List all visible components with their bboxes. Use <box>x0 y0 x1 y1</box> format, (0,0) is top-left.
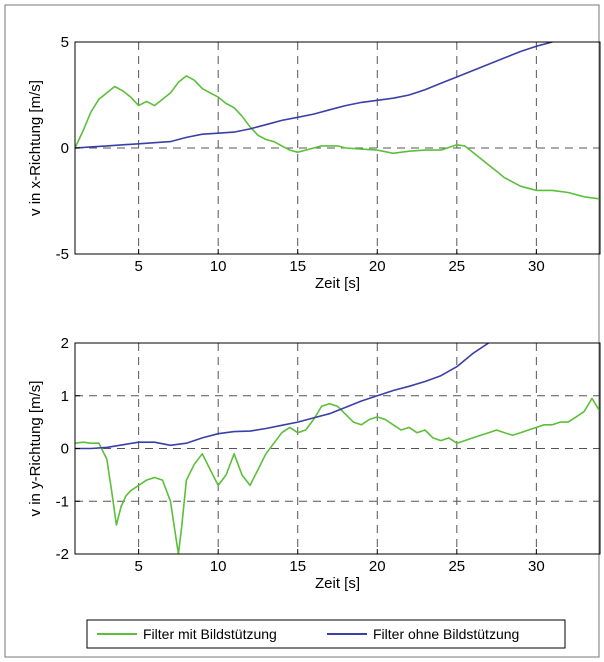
series-line-mit-bildstuetzung <box>75 397 600 554</box>
x-tick-label: 15 <box>289 558 306 575</box>
x-tick-label: 20 <box>369 258 386 275</box>
y-tick-label: 0 <box>61 140 69 157</box>
legend-label-mit-bildstuetzung: Filter mit Bildstützung <box>143 626 277 642</box>
y-tick-label: -1 <box>56 493 69 510</box>
x-tick-label: 10 <box>210 558 227 575</box>
y-axis-label: v in x-Richtung [m/s] <box>27 80 44 216</box>
x-tick-label: 5 <box>134 258 142 275</box>
x-tick-label: 25 <box>448 558 465 575</box>
y-tick-label: 5 <box>61 34 69 51</box>
y-tick-label: 0 <box>61 441 69 458</box>
x-tick-label: 10 <box>210 258 227 275</box>
series-line-mit-bildstuetzung <box>75 75 600 200</box>
plot-y-velocity: 5 10 15 20 25 30 -2 -1 0 1 2 Zeit [s] v in y-Richtun… <box>27 335 601 592</box>
figure-border <box>4 4 600 658</box>
x-tick-label: 30 <box>528 558 545 575</box>
series-line-ohne-bildstuetzung <box>75 42 553 149</box>
x-tick-label: 20 <box>369 558 386 575</box>
y-axis-label: v in y-Richtung [m/s] <box>27 381 44 517</box>
legend-box <box>86 619 566 649</box>
plot-x-velocity: 5 10 15 20 25 30 -5 0 5 Zeit [s] v in x-Richtung [… <box>27 34 601 292</box>
x-tick-label: 15 <box>289 258 306 275</box>
y-tick-label: 2 <box>61 335 69 352</box>
legend: Filter mit Bildstützung Filter ohne Bild… <box>86 619 566 649</box>
y-tick-label: -2 <box>56 546 69 563</box>
y-tick-label: -5 <box>56 246 69 263</box>
series-line-ohne-bildstuetzung <box>75 343 490 450</box>
legend-label-ohne-bildstuetzung: Filter ohne Bildstützung <box>373 626 519 642</box>
x-axis-label: Zeit [s] <box>315 275 360 292</box>
x-axis-label: Zeit [s] <box>315 575 360 592</box>
x-tick-label: 30 <box>528 258 545 275</box>
x-tick-label: 5 <box>134 558 142 575</box>
x-tick-label: 25 <box>448 258 465 275</box>
y-tick-label: 1 <box>61 388 69 405</box>
